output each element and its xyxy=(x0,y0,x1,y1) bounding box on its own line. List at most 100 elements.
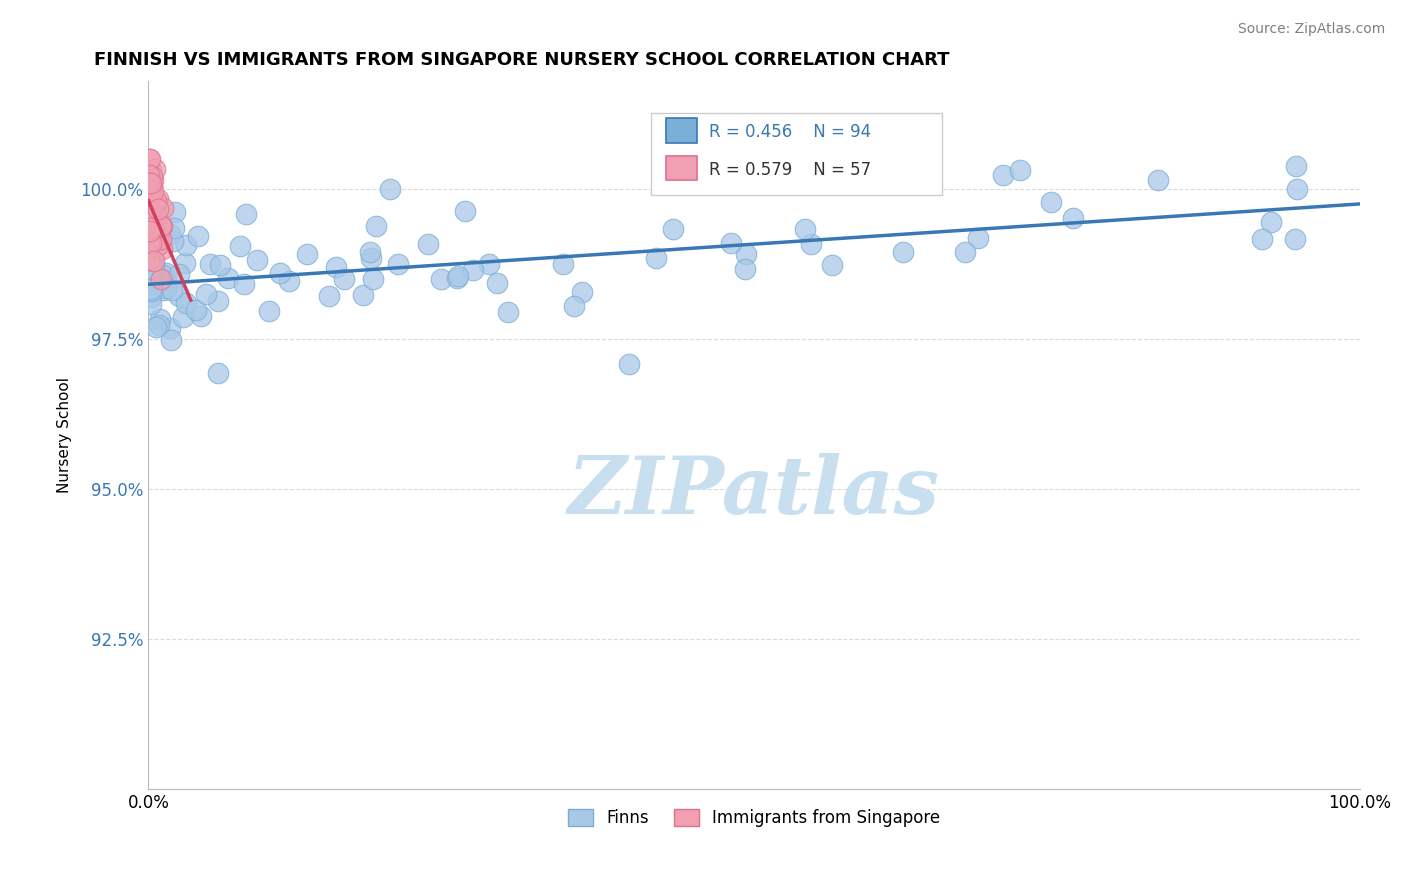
Point xyxy=(246,253,269,268)
Point xyxy=(364,219,387,234)
Legend: Finns, Immigrants from Singapore: Finns, Immigrants from Singapore xyxy=(561,803,946,834)
Point xyxy=(150,272,173,286)
Point xyxy=(152,268,174,282)
Point xyxy=(551,257,574,271)
Point xyxy=(160,333,183,347)
Point xyxy=(318,288,340,302)
Point xyxy=(361,272,384,286)
Point xyxy=(148,318,170,332)
Point xyxy=(967,231,990,245)
Point xyxy=(325,260,347,274)
Point xyxy=(145,201,167,215)
Point xyxy=(139,178,162,193)
Point xyxy=(485,276,508,290)
Text: FINNISH VS IMMIGRANTS FROM SINGAPORE NURSERY SCHOOL CORRELATION CHART: FINNISH VS IMMIGRANTS FROM SINGAPORE NUR… xyxy=(94,51,949,69)
Point xyxy=(138,216,160,230)
Point xyxy=(146,239,169,253)
Point xyxy=(139,282,162,296)
Point xyxy=(143,258,166,272)
Point xyxy=(138,172,160,186)
Text: ZIPatlas: ZIPatlas xyxy=(568,453,941,531)
Point xyxy=(198,257,221,271)
Point xyxy=(155,266,177,280)
Point xyxy=(139,296,162,310)
Point xyxy=(1284,232,1306,246)
Point xyxy=(139,186,162,200)
Point xyxy=(141,262,163,277)
Point xyxy=(155,274,177,288)
Point xyxy=(142,185,165,199)
Bar xyxy=(665,156,697,180)
Point xyxy=(138,202,160,217)
Point xyxy=(141,240,163,254)
Point xyxy=(143,253,166,268)
Point xyxy=(1286,182,1309,196)
Point xyxy=(139,220,162,235)
Point xyxy=(418,236,440,251)
Point xyxy=(162,283,184,297)
Point xyxy=(207,366,229,380)
Point xyxy=(138,199,160,213)
Point xyxy=(1285,159,1308,173)
Point xyxy=(143,196,166,211)
Bar xyxy=(665,119,697,143)
Point xyxy=(617,357,640,371)
Point xyxy=(149,232,172,246)
Point xyxy=(139,215,162,229)
Point xyxy=(141,199,163,213)
Point xyxy=(430,272,453,286)
Point xyxy=(360,251,382,265)
Point xyxy=(145,209,167,223)
Point xyxy=(463,262,485,277)
Point xyxy=(1146,173,1168,187)
Point xyxy=(139,226,162,240)
Point xyxy=(159,227,181,241)
Point xyxy=(1039,194,1062,209)
Point xyxy=(143,209,166,223)
Bar xyxy=(651,113,942,194)
Point xyxy=(478,256,501,270)
Point xyxy=(209,259,232,273)
Point xyxy=(190,309,212,323)
Point xyxy=(138,205,160,219)
Point xyxy=(734,247,756,261)
Point xyxy=(150,271,173,285)
Point xyxy=(142,206,165,220)
Point xyxy=(139,153,162,167)
Point xyxy=(1010,162,1032,177)
Point xyxy=(353,287,375,301)
Point xyxy=(139,198,162,212)
Point xyxy=(174,295,197,310)
Point xyxy=(821,258,844,272)
Text: R = 0.579    N = 57: R = 0.579 N = 57 xyxy=(709,161,872,178)
Point xyxy=(259,303,281,318)
Text: Source: ZipAtlas.com: Source: ZipAtlas.com xyxy=(1237,22,1385,37)
Point xyxy=(277,274,299,288)
Point xyxy=(734,261,756,276)
Point xyxy=(138,169,160,183)
Point xyxy=(953,244,976,259)
Point xyxy=(141,221,163,235)
Point xyxy=(141,284,163,298)
Point xyxy=(447,269,470,284)
Point xyxy=(139,290,162,304)
Point xyxy=(645,251,668,265)
Point xyxy=(720,236,742,251)
Text: R = 0.456    N = 94: R = 0.456 N = 94 xyxy=(709,123,872,141)
Point xyxy=(150,242,173,256)
Y-axis label: Nursery School: Nursery School xyxy=(58,377,72,493)
Point xyxy=(138,252,160,267)
Point xyxy=(446,271,468,285)
Point xyxy=(195,286,218,301)
Point xyxy=(149,223,172,237)
Point xyxy=(143,229,166,244)
Point xyxy=(145,194,167,209)
Point xyxy=(229,239,252,253)
Point xyxy=(152,219,174,234)
Point xyxy=(359,244,381,259)
Point xyxy=(143,261,166,276)
Point xyxy=(138,153,160,167)
Point xyxy=(152,201,174,215)
Point xyxy=(139,253,162,268)
Point xyxy=(141,169,163,183)
